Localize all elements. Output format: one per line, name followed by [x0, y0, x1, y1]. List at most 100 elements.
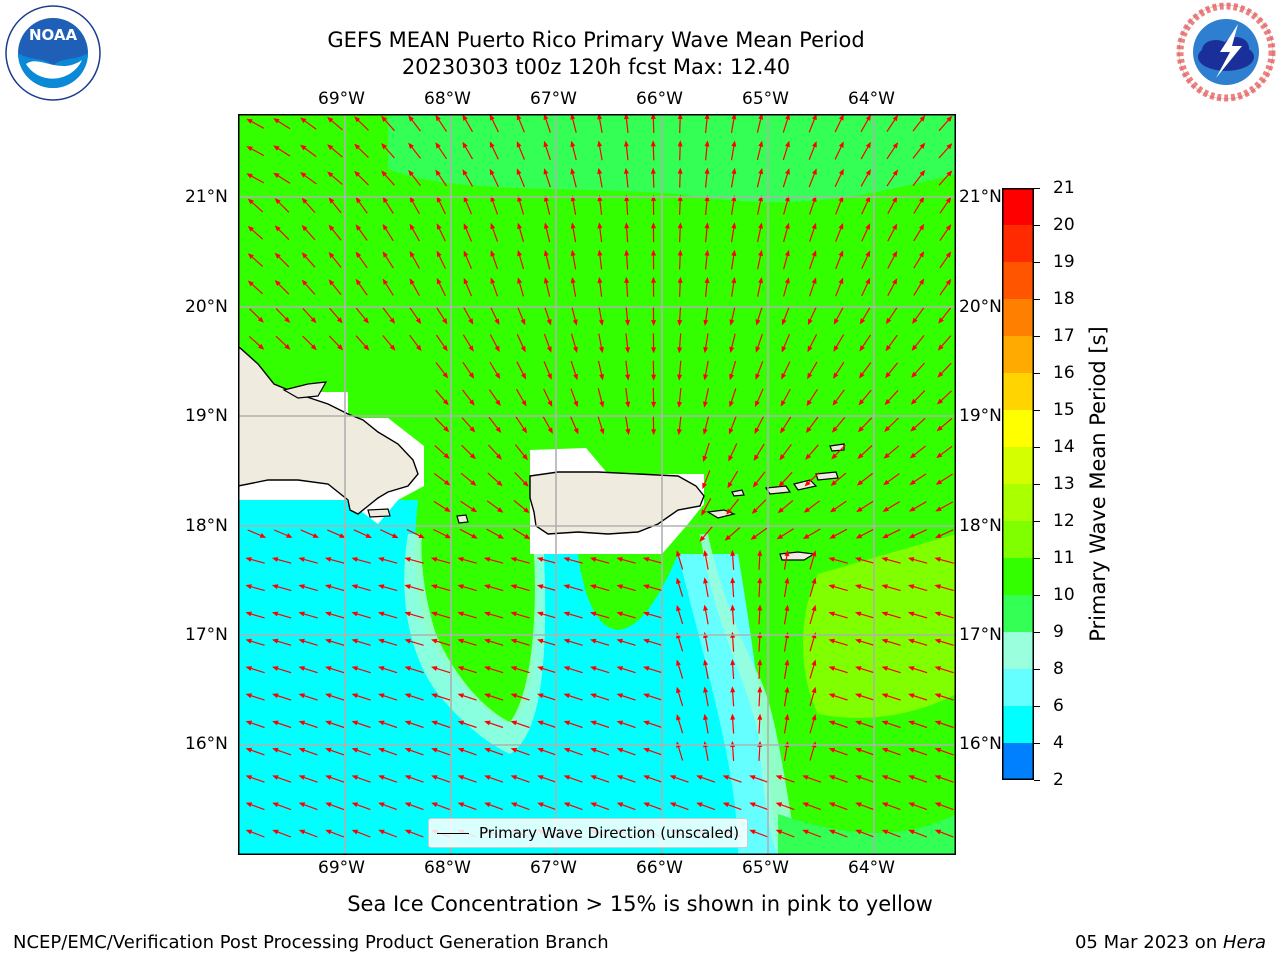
wave-arrow-head — [484, 720, 491, 726]
wave-arrow-head — [325, 666, 332, 671]
wave-arrow-head — [669, 802, 677, 808]
land-st-thomas — [764, 485, 792, 495]
wave-arrow-head — [908, 775, 915, 780]
wave-arrow-head — [409, 196, 415, 203]
graticule — [238, 114, 956, 855]
colorbar-swatch — [1002, 336, 1034, 374]
wave-arrow-head — [470, 480, 477, 486]
wave-arrow-head — [909, 479, 916, 486]
wave-arrow-head — [724, 534, 731, 541]
wave-arrow-head — [729, 401, 734, 408]
wave-arrow-head — [328, 224, 335, 231]
wave-arrow-head — [780, 400, 786, 407]
wave-arrow-head — [828, 638, 835, 644]
wave-arrow-head — [404, 584, 411, 590]
wave-arrow-head — [354, 116, 361, 123]
wave-arrow-head — [589, 557, 597, 562]
colorbar-tick-mark — [1034, 484, 1040, 485]
wave-arrow-head — [404, 720, 412, 726]
colorbar-ticks: 21 20 19 18 17 16 15 14 13 12 11 10 9 8 6 4 2 — [1034, 178, 1084, 790]
wave-arrow-head — [377, 611, 385, 617]
wave-arrow-head — [731, 140, 737, 147]
lon-label-bottom: 65°W — [742, 858, 789, 878]
wave-arrow-head — [510, 693, 517, 699]
wave-arrow-head — [831, 426, 838, 433]
wave-arrow-head — [442, 345, 448, 352]
wave-arrow-head — [495, 399, 501, 407]
wave-arrow-head — [496, 480, 503, 487]
wave-arrow-head — [272, 829, 279, 835]
wave-arrow-head — [259, 533, 267, 538]
wave-arrow-head — [750, 534, 757, 540]
wave-arrow-head — [408, 115, 414, 122]
wave-arrow-head — [523, 507, 530, 514]
wave-arrow-head — [677, 167, 683, 174]
wave-arrow-head — [908, 533, 915, 539]
wave-arrow-head — [436, 250, 442, 258]
colorbar-tick-mark — [1034, 299, 1040, 300]
wave-arrow-head — [324, 584, 332, 590]
wave-arrow-head — [755, 346, 761, 353]
colorbar-label: Primary Wave Mean Period [s] — [1086, 326, 1110, 642]
wave-arrow-head — [945, 196, 952, 204]
wave-arrow-head — [911, 371, 918, 378]
wave-arrow-head — [435, 114, 441, 122]
wave-arrow-head — [247, 253, 254, 259]
wave-arrow-head — [775, 802, 783, 808]
wave-arrow-head — [327, 116, 334, 123]
wave-arrow-head — [730, 713, 736, 720]
wave-arrow-head — [616, 666, 623, 671]
wave-arrow-head — [865, 223, 871, 230]
wave-arrow-head — [881, 693, 888, 699]
wave-arrow-head — [676, 604, 681, 612]
wave-arrow-head — [382, 196, 388, 203]
wave-arrow-head — [704, 195, 710, 202]
wave-arrow-head — [811, 550, 817, 557]
wave-arrow-head — [934, 802, 942, 808]
colorbar-tick-mark — [1034, 225, 1040, 226]
wave-arrow-head — [416, 344, 422, 352]
wave-arrow-head — [703, 577, 709, 584]
wave-arrow-head — [389, 344, 396, 351]
chart-title: GEFS MEAN Puerto Rico Primary Wave Mean … — [327, 28, 865, 52]
wave-arrow-head — [676, 429, 682, 436]
wave-arrow-head — [616, 775, 624, 780]
wave-arrow-head — [945, 278, 952, 286]
legend-line-swatch — [437, 832, 469, 834]
wave-arrow-head — [752, 481, 759, 488]
wave-arrow-head — [590, 693, 597, 699]
wave-arrow-head — [457, 802, 465, 808]
wave-arrow-head — [881, 638, 888, 644]
lat-label-right: 20°N — [959, 297, 1002, 317]
wave-arrow-head — [497, 533, 505, 539]
wave-arrow-head — [298, 584, 305, 590]
wave-arrow-head — [381, 143, 387, 150]
colorbar-tick-mark — [1034, 188, 1040, 189]
wave-arrow-head — [328, 197, 335, 204]
wave-arrow-head — [643, 747, 650, 753]
wave-arrow-head — [731, 222, 737, 229]
wave-arrow-head — [404, 775, 412, 780]
wave-arrow-head — [351, 666, 358, 671]
wave-arrow-head — [496, 453, 502, 460]
wave-arrow-head — [572, 319, 578, 326]
wave-arrow-head — [919, 115, 926, 122]
wave-arrow-head — [726, 508, 732, 515]
wave-arrow-head — [570, 140, 576, 148]
wave-arrow-head — [483, 611, 491, 617]
wave-arrow-head — [651, 320, 657, 327]
wave-arrow-head — [245, 557, 252, 562]
period-field-9s — [678, 554, 778, 855]
wave-arrow-head — [755, 319, 761, 326]
wave-arrow-head — [517, 222, 522, 230]
wave-arrow-head — [704, 249, 710, 256]
wave-arrow-head — [881, 584, 888, 590]
wave-arrow-head — [757, 713, 763, 720]
wave-arrow-head — [779, 454, 785, 461]
wave-arrow-head — [881, 720, 889, 726]
wave-arrow-head — [934, 775, 942, 780]
lon-label-bottom: 69°W — [318, 858, 365, 878]
colorbar-tick-mark — [1034, 743, 1040, 744]
wave-arrow-head — [328, 279, 335, 286]
wave-arrow-head — [704, 276, 710, 284]
